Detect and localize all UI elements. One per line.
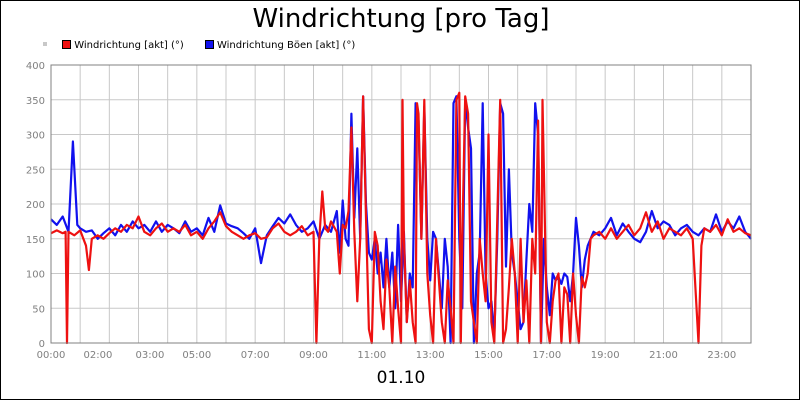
x-tick-label: 00:00 [37,350,66,361]
x-tick-label: 13:00 [416,350,445,361]
legend-swatch-blue-icon [204,39,214,49]
x-tick-label: 05:00 [182,350,211,361]
plot-border [50,64,752,344]
y-tick-label: 150 [26,235,45,246]
legend-swatch-red-icon [62,39,72,49]
x-tick-label: 19:00 [591,350,620,361]
legend-item-series-2: Windrichtung Böen [akt] (°) [204,39,356,53]
y-tick-label: 300 [26,131,45,142]
x-axis-ticks: 00:00 02:00 03:00 05:00 07:00 09:00 11:00 13:00… [37,350,737,361]
x-tick-label: 02:00 [84,350,113,361]
legend-label-series-2: Windrichtung Böen [akt] (°) [216,40,356,51]
chart-legend: Windrichtung [akt] (°) Windrichtung Böen… [43,39,373,53]
y-tick-label: 400 [26,61,45,72]
legend-label-series-1: Windrichtung [akt] (°) [74,40,184,51]
x-tick-label: 07:00 [241,350,270,361]
x-tick-label: 15:00 [474,350,503,361]
x-axis-label: 01.10 [376,368,426,388]
x-tick-label: 21:00 [649,350,678,361]
y-tick-label: 100 [26,270,45,281]
legend-marker-icon [43,42,47,46]
x-tick-label: 03:00 [136,350,165,361]
series-lines [50,91,752,345]
x-tick-label: 17:00 [532,350,561,361]
y-tick-label: 200 [26,200,45,211]
y-tick-label: 350 [26,96,45,107]
y-tick-label: 50 [32,304,45,315]
x-tick-label: 11:00 [357,350,386,361]
series-line-2 [50,95,752,345]
x-tick-label: 23:00 [707,350,736,361]
y-tick-label: 0 [39,339,45,350]
x-tick-label: 09:00 [299,350,328,361]
chart-title: Windrichtung [pro Tag] [252,4,550,34]
legend-item-series-1: Windrichtung [akt] (°) [62,39,184,53]
series-line-1 [50,91,752,345]
y-axis-ticks: 0 50 100 150 200 250 300 350 400 [26,61,45,350]
y-tick-label: 250 [26,165,45,176]
